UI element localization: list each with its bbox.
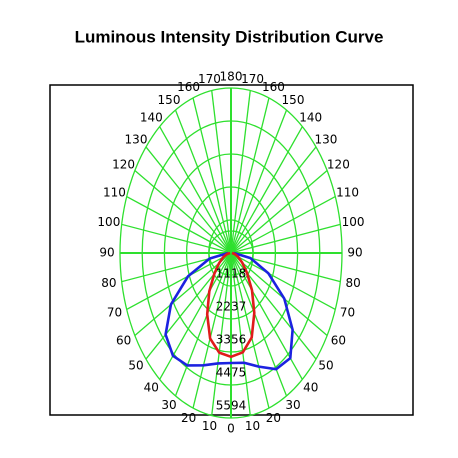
grid-spoke bbox=[121, 223, 232, 254]
angle-tick-label: 80 bbox=[345, 276, 360, 290]
angle-tick-label: 130 bbox=[315, 132, 338, 146]
chart-title: Luminous Intensity Distribution Curve bbox=[75, 27, 384, 46]
intensity-curve bbox=[205, 251, 256, 359]
angle-tick-label: 150 bbox=[158, 93, 181, 107]
angle-tick-label: 20 bbox=[266, 411, 281, 425]
angle-tick-label: 30 bbox=[285, 398, 300, 412]
grid-spoke bbox=[230, 97, 270, 254]
angle-tick-label: 70 bbox=[340, 306, 355, 320]
grid-spoke bbox=[126, 252, 232, 311]
grid-spoke bbox=[230, 126, 303, 254]
grid-spoke bbox=[145, 146, 232, 254]
angle-tick-label: 90 bbox=[99, 246, 114, 260]
grid-spoke bbox=[192, 97, 232, 254]
grid-spoke bbox=[159, 126, 232, 254]
angle-tick-label: 100 bbox=[342, 215, 365, 229]
angle-tick-label: 160 bbox=[177, 80, 200, 94]
r-tick-label: 2237 bbox=[216, 299, 247, 313]
grid bbox=[119, 87, 343, 419]
angle-tick-label: 90 bbox=[347, 246, 362, 260]
angle-tick-label: 10 bbox=[245, 419, 260, 433]
grid-spoke bbox=[211, 252, 232, 416]
grid-spoke bbox=[230, 146, 317, 254]
r-tick-label: 3356 bbox=[216, 332, 247, 346]
angle-tick-label: 60 bbox=[331, 334, 346, 348]
grid-spoke bbox=[230, 252, 270, 409]
grid-spoke bbox=[230, 252, 251, 416]
intensity-curve bbox=[164, 251, 294, 371]
grid-spoke bbox=[134, 252, 232, 336]
angle-tick-label: 80 bbox=[101, 276, 116, 290]
grid-spoke bbox=[230, 252, 336, 311]
grid-spoke bbox=[230, 170, 328, 254]
angle-tick-label: 110 bbox=[103, 185, 126, 199]
angle-tick-label: 120 bbox=[112, 158, 135, 172]
angle-tick-label: 40 bbox=[303, 380, 318, 394]
angle-tick-label: 140 bbox=[299, 111, 322, 125]
angle-tick-label: 170 bbox=[198, 72, 221, 86]
grid-spoke bbox=[192, 252, 232, 409]
grid-spoke bbox=[230, 252, 328, 336]
r-tick-label: 1118 bbox=[216, 266, 247, 280]
angle-tick-label: 180 bbox=[220, 70, 243, 84]
angle-tick-label: 130 bbox=[125, 132, 148, 146]
angle-tick-label: 0 bbox=[227, 422, 235, 436]
angle-tick-label: 20 bbox=[181, 411, 196, 425]
angle-tick-label: 30 bbox=[161, 398, 176, 412]
r-tick-label: 4475 bbox=[216, 365, 247, 379]
grid-spoke bbox=[159, 252, 232, 380]
r-tick-label: 5594 bbox=[216, 399, 247, 413]
angle-tick-label: 170 bbox=[241, 72, 264, 86]
grid-spoke bbox=[126, 195, 232, 254]
grid-spoke bbox=[134, 170, 232, 254]
angle-tick-label: 160 bbox=[262, 80, 285, 94]
angle-tick-label: 70 bbox=[107, 306, 122, 320]
angle-tick-label: 140 bbox=[140, 111, 163, 125]
angle-tick-label: 120 bbox=[327, 158, 350, 172]
angle-tick-label: 40 bbox=[144, 380, 159, 394]
grid-spoke bbox=[230, 223, 341, 254]
angle-tick-label: 150 bbox=[282, 93, 305, 107]
angle-tick-label: 110 bbox=[336, 185, 359, 199]
grid-spoke bbox=[174, 252, 232, 397]
grid-spoke bbox=[230, 195, 336, 254]
grid-spoke bbox=[230, 90, 251, 254]
angle-tick-label: 60 bbox=[116, 334, 131, 348]
angle-tick-label: 100 bbox=[97, 215, 120, 229]
grid-spoke bbox=[211, 90, 232, 254]
curves bbox=[164, 251, 294, 371]
angle-tick-label: 50 bbox=[128, 359, 143, 373]
angle-tick-label: 10 bbox=[202, 419, 217, 433]
grid-spoke bbox=[230, 252, 288, 397]
angle-tick-label: 50 bbox=[318, 359, 333, 373]
grid-spoke bbox=[230, 109, 288, 254]
grid-spoke bbox=[174, 109, 232, 254]
